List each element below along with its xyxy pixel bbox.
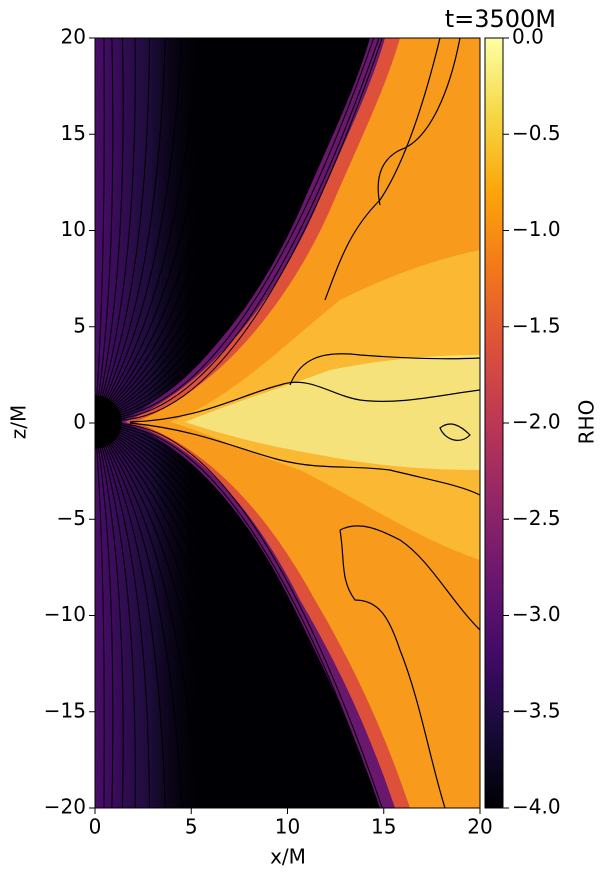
field-line (121, 423, 383, 808)
field-line (105, 38, 166, 398)
field-line (110, 443, 219, 808)
colorbar-tick-label: −1.0 (512, 217, 561, 241)
colorbar-tick-label: −2.0 (512, 410, 561, 434)
x-tick-label: 5 (185, 815, 198, 839)
x-tick-label: 20 (467, 815, 492, 839)
field-line (117, 435, 321, 808)
colorbar-tick-label: 0.0 (512, 25, 544, 49)
y-tick-label: 0 (73, 410, 86, 434)
y-tick-label: 20 (61, 25, 86, 49)
y-tick-label: 10 (61, 217, 86, 241)
field-line (103, 447, 150, 808)
field-line (120, 430, 358, 808)
colorbar-tick-label: −0.5 (512, 121, 561, 145)
field-line (120, 38, 368, 416)
field-line (120, 428, 368, 808)
colorbar-tick-label: −4.0 (512, 795, 561, 819)
x-axis-label: x/M (270, 845, 306, 869)
y-tick-label: −5 (57, 506, 86, 530)
field-line (118, 433, 335, 808)
field-line (121, 425, 380, 808)
field-line (114, 440, 272, 808)
x-tick-label: 10 (275, 815, 300, 839)
field-line (106, 445, 183, 808)
colorbar-tick-label: −2.5 (512, 506, 561, 530)
field-line (108, 444, 201, 808)
field-line (121, 38, 380, 419)
field-line (110, 38, 219, 401)
chart-title: t=3500M (445, 5, 556, 33)
colorbar (484, 37, 504, 809)
field-line (119, 432, 348, 808)
field-line (121, 38, 383, 421)
y-axis-label: z/M (7, 405, 31, 440)
field-line (98, 38, 114, 396)
field-line (96, 38, 105, 396)
field-line (120, 38, 358, 414)
field-line (113, 441, 255, 808)
field-line (106, 38, 183, 399)
field-line (117, 38, 321, 409)
colorbar-tick-label: −1.5 (512, 313, 561, 337)
y-tick-label: 15 (61, 121, 86, 145)
field-line (114, 38, 272, 404)
field-line (111, 442, 237, 808)
field-line (100, 448, 124, 808)
field-line (115, 38, 290, 406)
field-line (118, 38, 335, 411)
field-line (96, 448, 105, 808)
y-tick-label: −15 (44, 698, 86, 722)
x-tick-label: 0 (89, 815, 102, 839)
field-line (101, 447, 136, 808)
colorbar-tick-label: −3.0 (512, 602, 561, 626)
colorbar-label: RHO (575, 400, 599, 445)
y-tick-label: −20 (44, 795, 86, 819)
field-line (113, 38, 255, 403)
field-line (116, 38, 306, 407)
field-line (111, 38, 237, 402)
field-line (121, 427, 375, 808)
field-line (101, 38, 136, 397)
field-line (116, 437, 306, 808)
colorbar-tick-label: −3.5 (512, 698, 561, 722)
field-line (115, 438, 290, 808)
field-line (98, 448, 114, 808)
field-line (119, 38, 348, 412)
field-line (108, 38, 201, 400)
field-line (105, 446, 166, 808)
x-tick-label: 15 (371, 815, 396, 839)
density-field (95, 38, 480, 808)
y-tick-label: 5 (73, 313, 86, 337)
field-line (121, 38, 375, 417)
y-tick-label: −10 (44, 602, 86, 626)
field-line (100, 38, 124, 396)
field-line (103, 38, 150, 397)
